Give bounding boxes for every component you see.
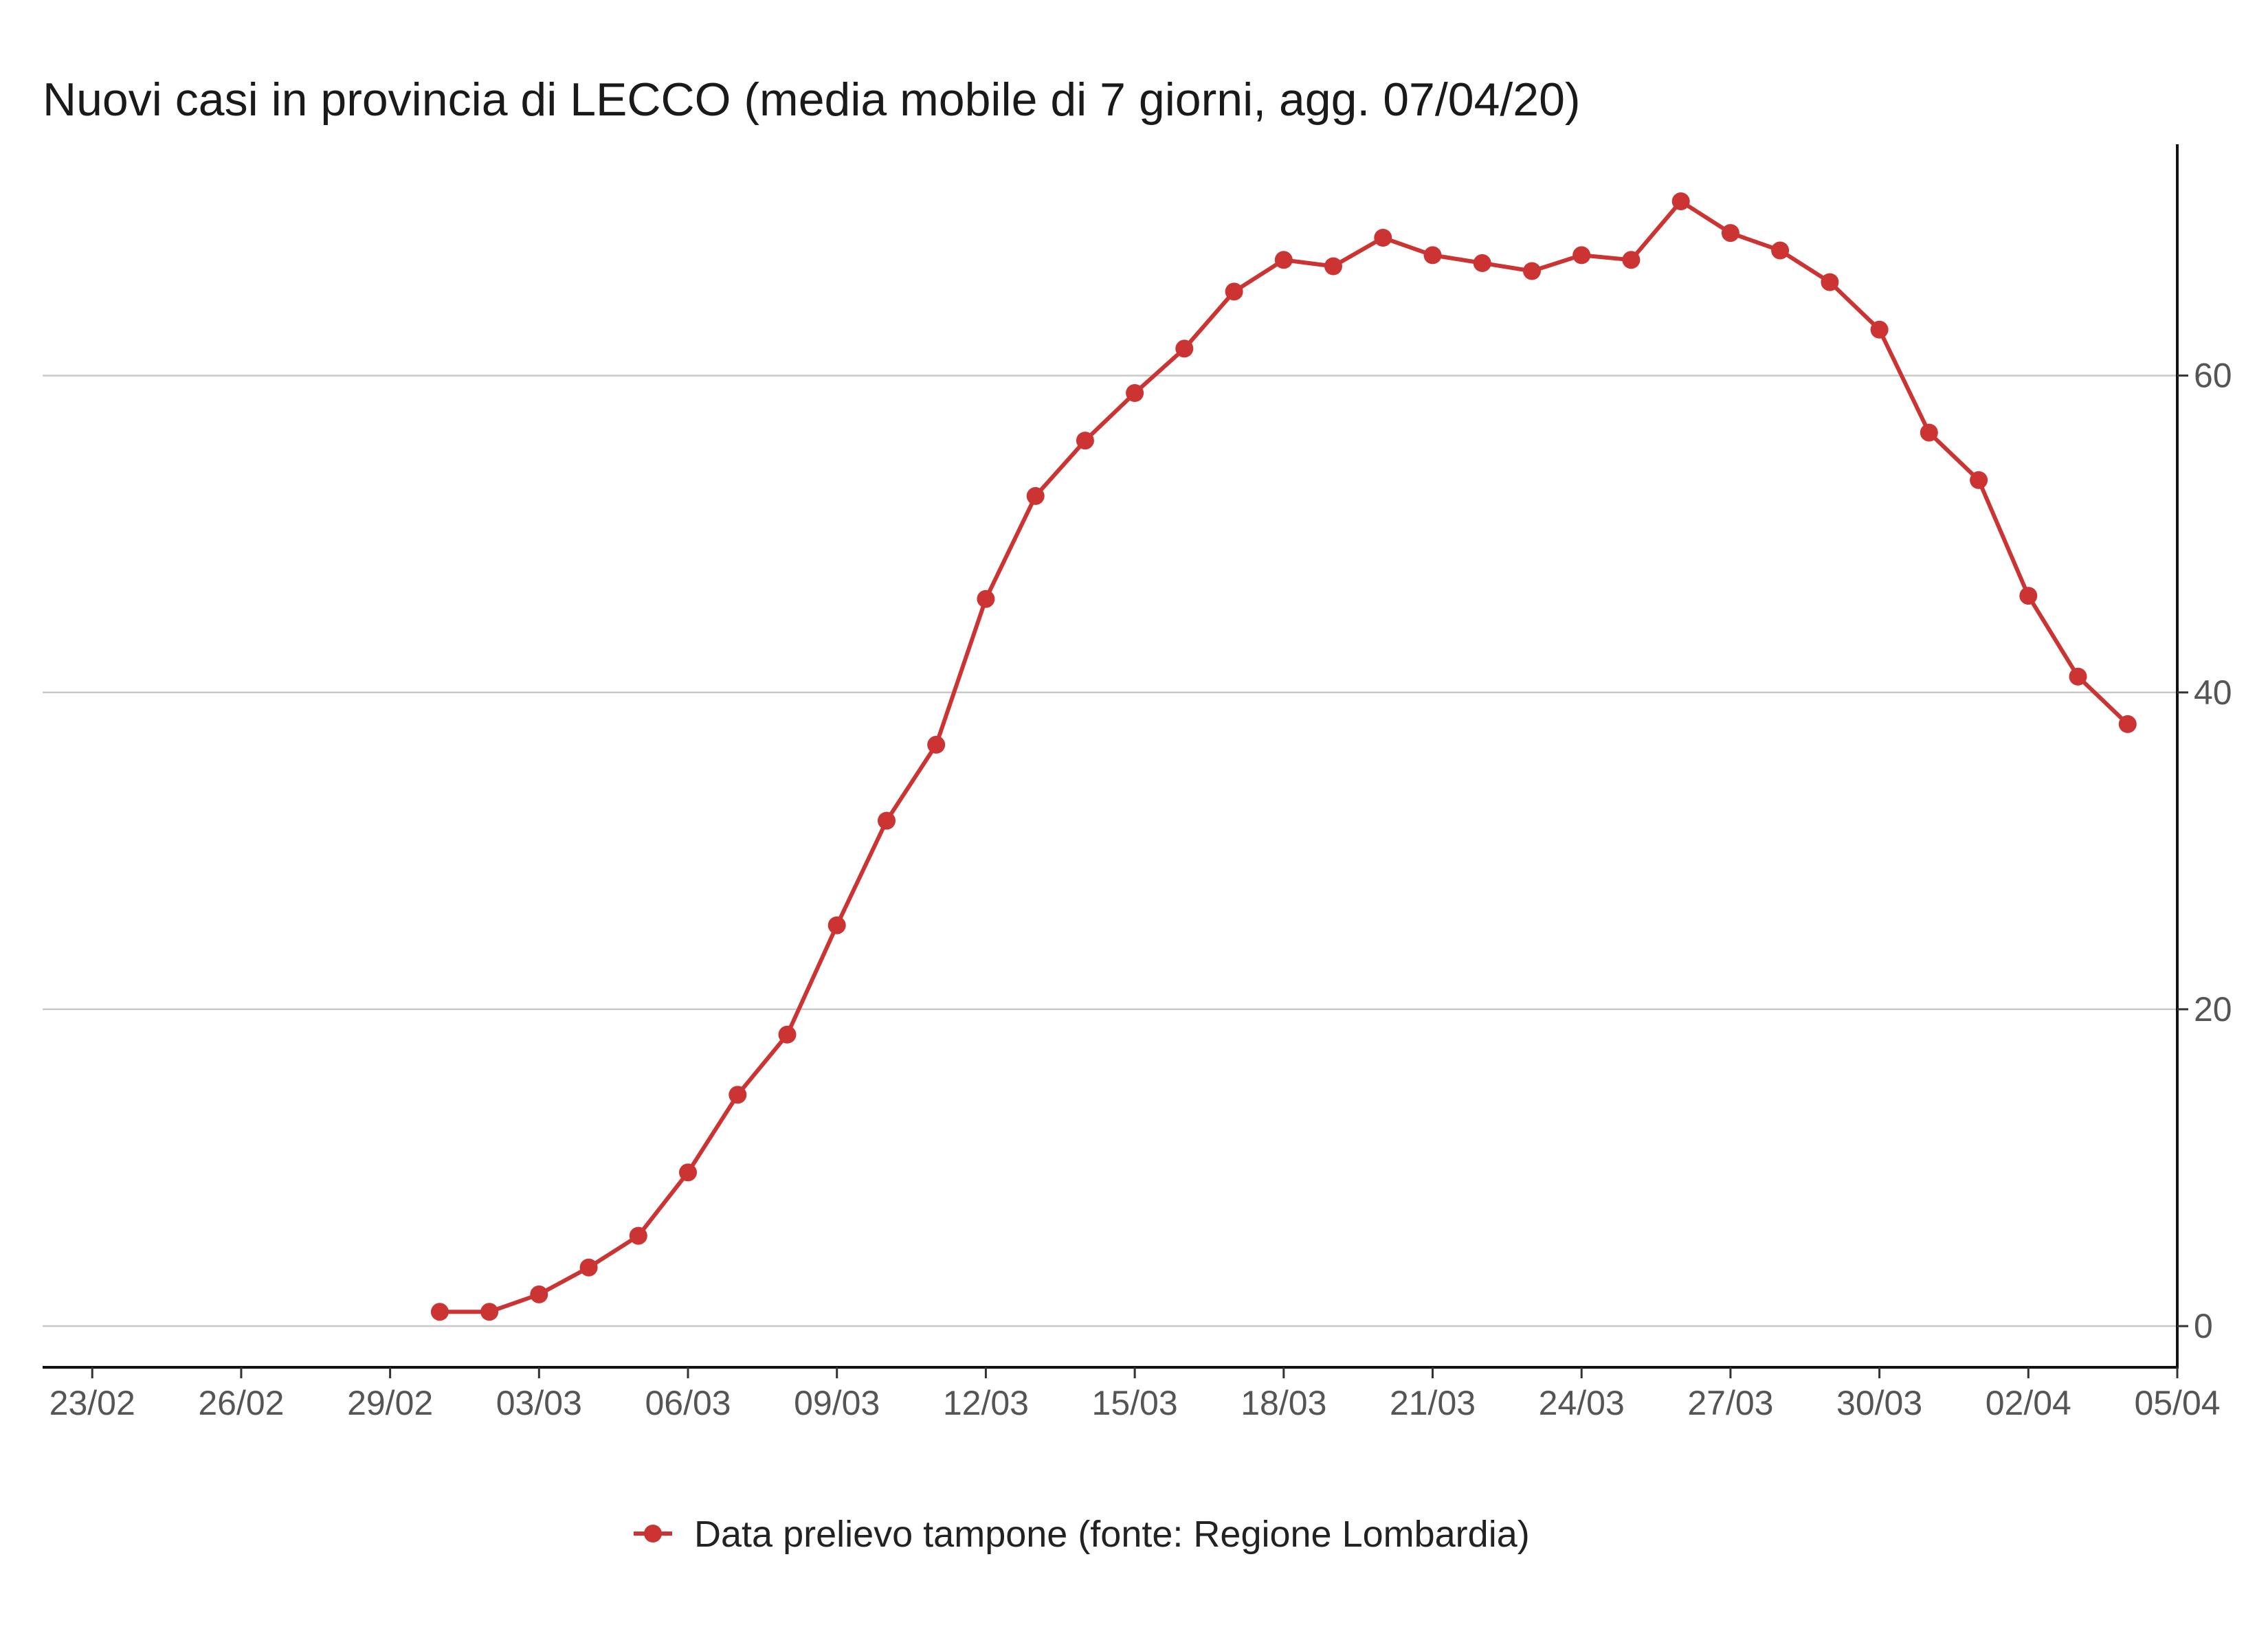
data-point-2020-03-04 <box>579 1258 598 1277</box>
x-tick-label-05/04: 05/04 <box>2134 1384 2220 1422</box>
data-point-2020-03-28 <box>1771 241 1790 260</box>
data-point-2020-03-02 <box>480 1303 499 1321</box>
x-tick-label-26/02: 26/02 <box>198 1384 284 1422</box>
x-tick-label-21/03: 21/03 <box>1390 1384 1476 1422</box>
data-point-2020-04-01 <box>1970 471 1988 489</box>
x-tick-label-29/02: 29/02 <box>347 1384 433 1422</box>
data-point-2020-03-08 <box>778 1025 797 1044</box>
axes <box>43 144 2179 1369</box>
x-tick-label-27/03: 27/03 <box>1687 1384 1773 1422</box>
x-tick-label-06/03: 06/03 <box>645 1384 731 1422</box>
x-tick-label-18/03: 18/03 <box>1241 1384 1326 1422</box>
x-tick-label-03/03: 03/03 <box>496 1384 582 1422</box>
data-point-2020-03-06 <box>679 1163 697 1182</box>
legend: Data prelievo tampone (fonte: Regione Lo… <box>634 1514 1530 1555</box>
data-point-2020-03-14 <box>1076 431 1094 450</box>
data-point-2020-03-16 <box>1175 339 1194 358</box>
y-tick-label-0: 0 <box>2194 1307 2213 1345</box>
data-point-2020-03-18 <box>1274 251 1293 269</box>
y-tick-label-40: 40 <box>2194 673 2232 712</box>
data-point-2020-03-11 <box>927 735 946 754</box>
data-point-2020-04-03 <box>2069 667 2087 686</box>
data-point-2020-03-17 <box>1225 282 1243 301</box>
data-point-2020-03-24 <box>1572 246 1591 265</box>
x-tick-label-24/03: 24/03 <box>1539 1384 1625 1422</box>
data-point-2020-03-03 <box>530 1285 548 1303</box>
data-point-2020-03-25 <box>1622 251 1641 269</box>
x-tick-label-12/03: 12/03 <box>943 1384 1029 1422</box>
data-point-2020-03-20 <box>1374 229 1392 247</box>
y-tick-label-20: 20 <box>2194 990 2232 1029</box>
x-tick-label-23/02: 23/02 <box>49 1384 135 1422</box>
data-point-2020-03-27 <box>1721 224 1739 243</box>
x-tick-label-02/04: 02/04 <box>1986 1384 2071 1422</box>
data-point-2020-03-09 <box>827 916 846 934</box>
y-tick-label-60: 60 <box>2194 357 2232 395</box>
data-point-2020-03-05 <box>629 1226 647 1245</box>
data-point-2020-03-22 <box>1473 254 1491 272</box>
x-tick-label-09/03: 09/03 <box>794 1384 880 1422</box>
data-point-2020-03-01 <box>430 1303 449 1321</box>
data-point-2020-03-19 <box>1324 257 1342 276</box>
y-ticks: 0 20 40 60 <box>2177 357 2232 1345</box>
data-point-2020-03-26 <box>1671 192 1690 210</box>
gridlines <box>43 374 2177 1327</box>
data-point-2020-03-23 <box>1523 262 1541 280</box>
series <box>430 192 2137 1321</box>
data-point-2020-03-13 <box>1026 486 1045 505</box>
data-point-2020-04-04 <box>2118 715 2137 733</box>
data-point-2020-03-29 <box>1821 273 1839 291</box>
data-point-2020-03-21 <box>1423 246 1442 265</box>
x-tick-label-15/03: 15/03 <box>1092 1384 1178 1422</box>
x-ticks: 23/02 26/02 29/02 03/03 06/03 09/03 12/03 15/03… <box>49 1367 2221 1422</box>
data-point-2020-03-12 <box>977 590 995 608</box>
x-tick-label-30/03: 30/03 <box>1836 1384 1922 1422</box>
data-point-2020-04-02 <box>2019 587 2038 605</box>
data-point-2020-03-07 <box>729 1086 747 1104</box>
legend-label: Data prelievo tampone (fonte: Regione Lo… <box>694 1514 1530 1555</box>
data-point-2020-03-31 <box>1920 423 1938 442</box>
legend-marker-swatch <box>644 1525 662 1543</box>
data-point-2020-03-10 <box>878 811 896 830</box>
series-line-0 <box>437 199 2130 1314</box>
data-point-2020-03-15 <box>1126 384 1144 402</box>
chart-title: Nuovi casi in provincia di LECCO (media … <box>43 74 1581 126</box>
data-point-2020-03-30 <box>1870 320 1889 339</box>
